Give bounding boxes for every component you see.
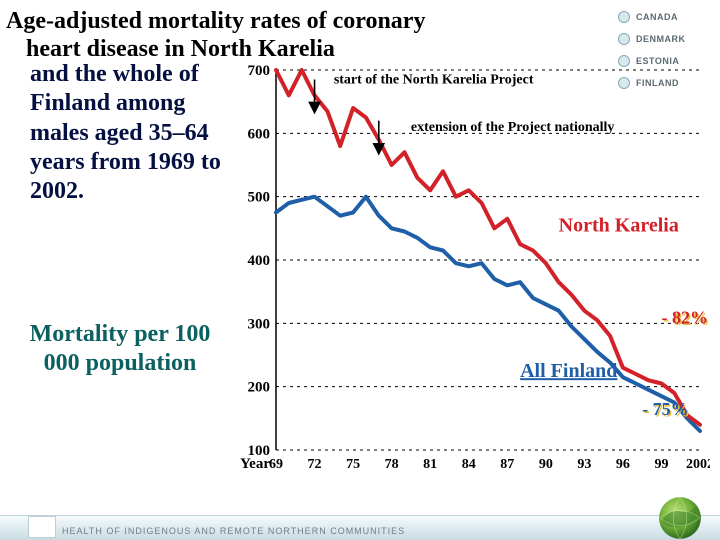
- country-item: CANADA: [618, 6, 714, 28]
- country-label: DENMARK: [636, 34, 686, 44]
- svg-text:75: 75: [346, 457, 360, 472]
- bullet-icon: [618, 11, 630, 23]
- title-line2: heart disease in North Karelia: [6, 36, 335, 62]
- svg-text:84: 84: [462, 457, 476, 472]
- globe-icon: [658, 496, 702, 540]
- bullet-icon: [618, 33, 630, 45]
- chart-subtitle: and the whole of Finland among males age…: [30, 60, 250, 206]
- chart-title: Age-adjusted mortality rates of coronary…: [6, 8, 566, 63]
- svg-text:- 82%: - 82%: [661, 307, 708, 327]
- svg-text:99: 99: [654, 457, 668, 472]
- svg-text:200: 200: [248, 380, 271, 396]
- svg-text:93: 93: [577, 457, 591, 472]
- svg-text:All Finland: All Finland: [520, 360, 617, 382]
- svg-text:81: 81: [423, 457, 437, 472]
- svg-text:Year: Year: [240, 456, 270, 472]
- svg-text:72: 72: [308, 457, 322, 472]
- svg-text:500: 500: [248, 190, 271, 206]
- y-axis-title: Mortality per 100 000 population: [20, 320, 220, 378]
- chart-svg: 1002003004005006007006972757881848790939…: [232, 62, 710, 480]
- svg-text:300: 300: [248, 316, 271, 332]
- svg-text:78: 78: [385, 457, 399, 472]
- country-item: DENMARK: [618, 28, 714, 50]
- svg-text:600: 600: [248, 126, 271, 142]
- svg-text:2002: 2002: [686, 457, 710, 472]
- svg-text:start of the North Karelia Pro: start of the North Karelia Project: [334, 73, 534, 88]
- svg-text:69: 69: [269, 457, 283, 472]
- footer-text: HEALTH OF INDIGENOUS AND REMOTE NORTHERN…: [62, 526, 405, 536]
- svg-text:700: 700: [248, 63, 271, 79]
- svg-text:96: 96: [616, 457, 630, 472]
- svg-text:90: 90: [539, 457, 553, 472]
- country-label: CANADA: [636, 12, 678, 22]
- title-line1: Age-adjusted mortality rates of coronary: [6, 8, 425, 34]
- line-chart: 1002003004005006007006972757881848790939…: [232, 62, 710, 480]
- svg-text:- 75%: - 75%: [642, 399, 689, 419]
- svg-text:North Karelia: North Karelia: [559, 215, 679, 237]
- svg-text:400: 400: [248, 253, 271, 269]
- footer: HEALTH OF INDIGENOUS AND REMOTE NORTHERN…: [0, 504, 720, 540]
- svg-text:extension of the Project natio: extension of the Project nationally: [411, 120, 614, 135]
- svg-text:87: 87: [500, 457, 514, 472]
- footer-card-icon: [28, 516, 56, 538]
